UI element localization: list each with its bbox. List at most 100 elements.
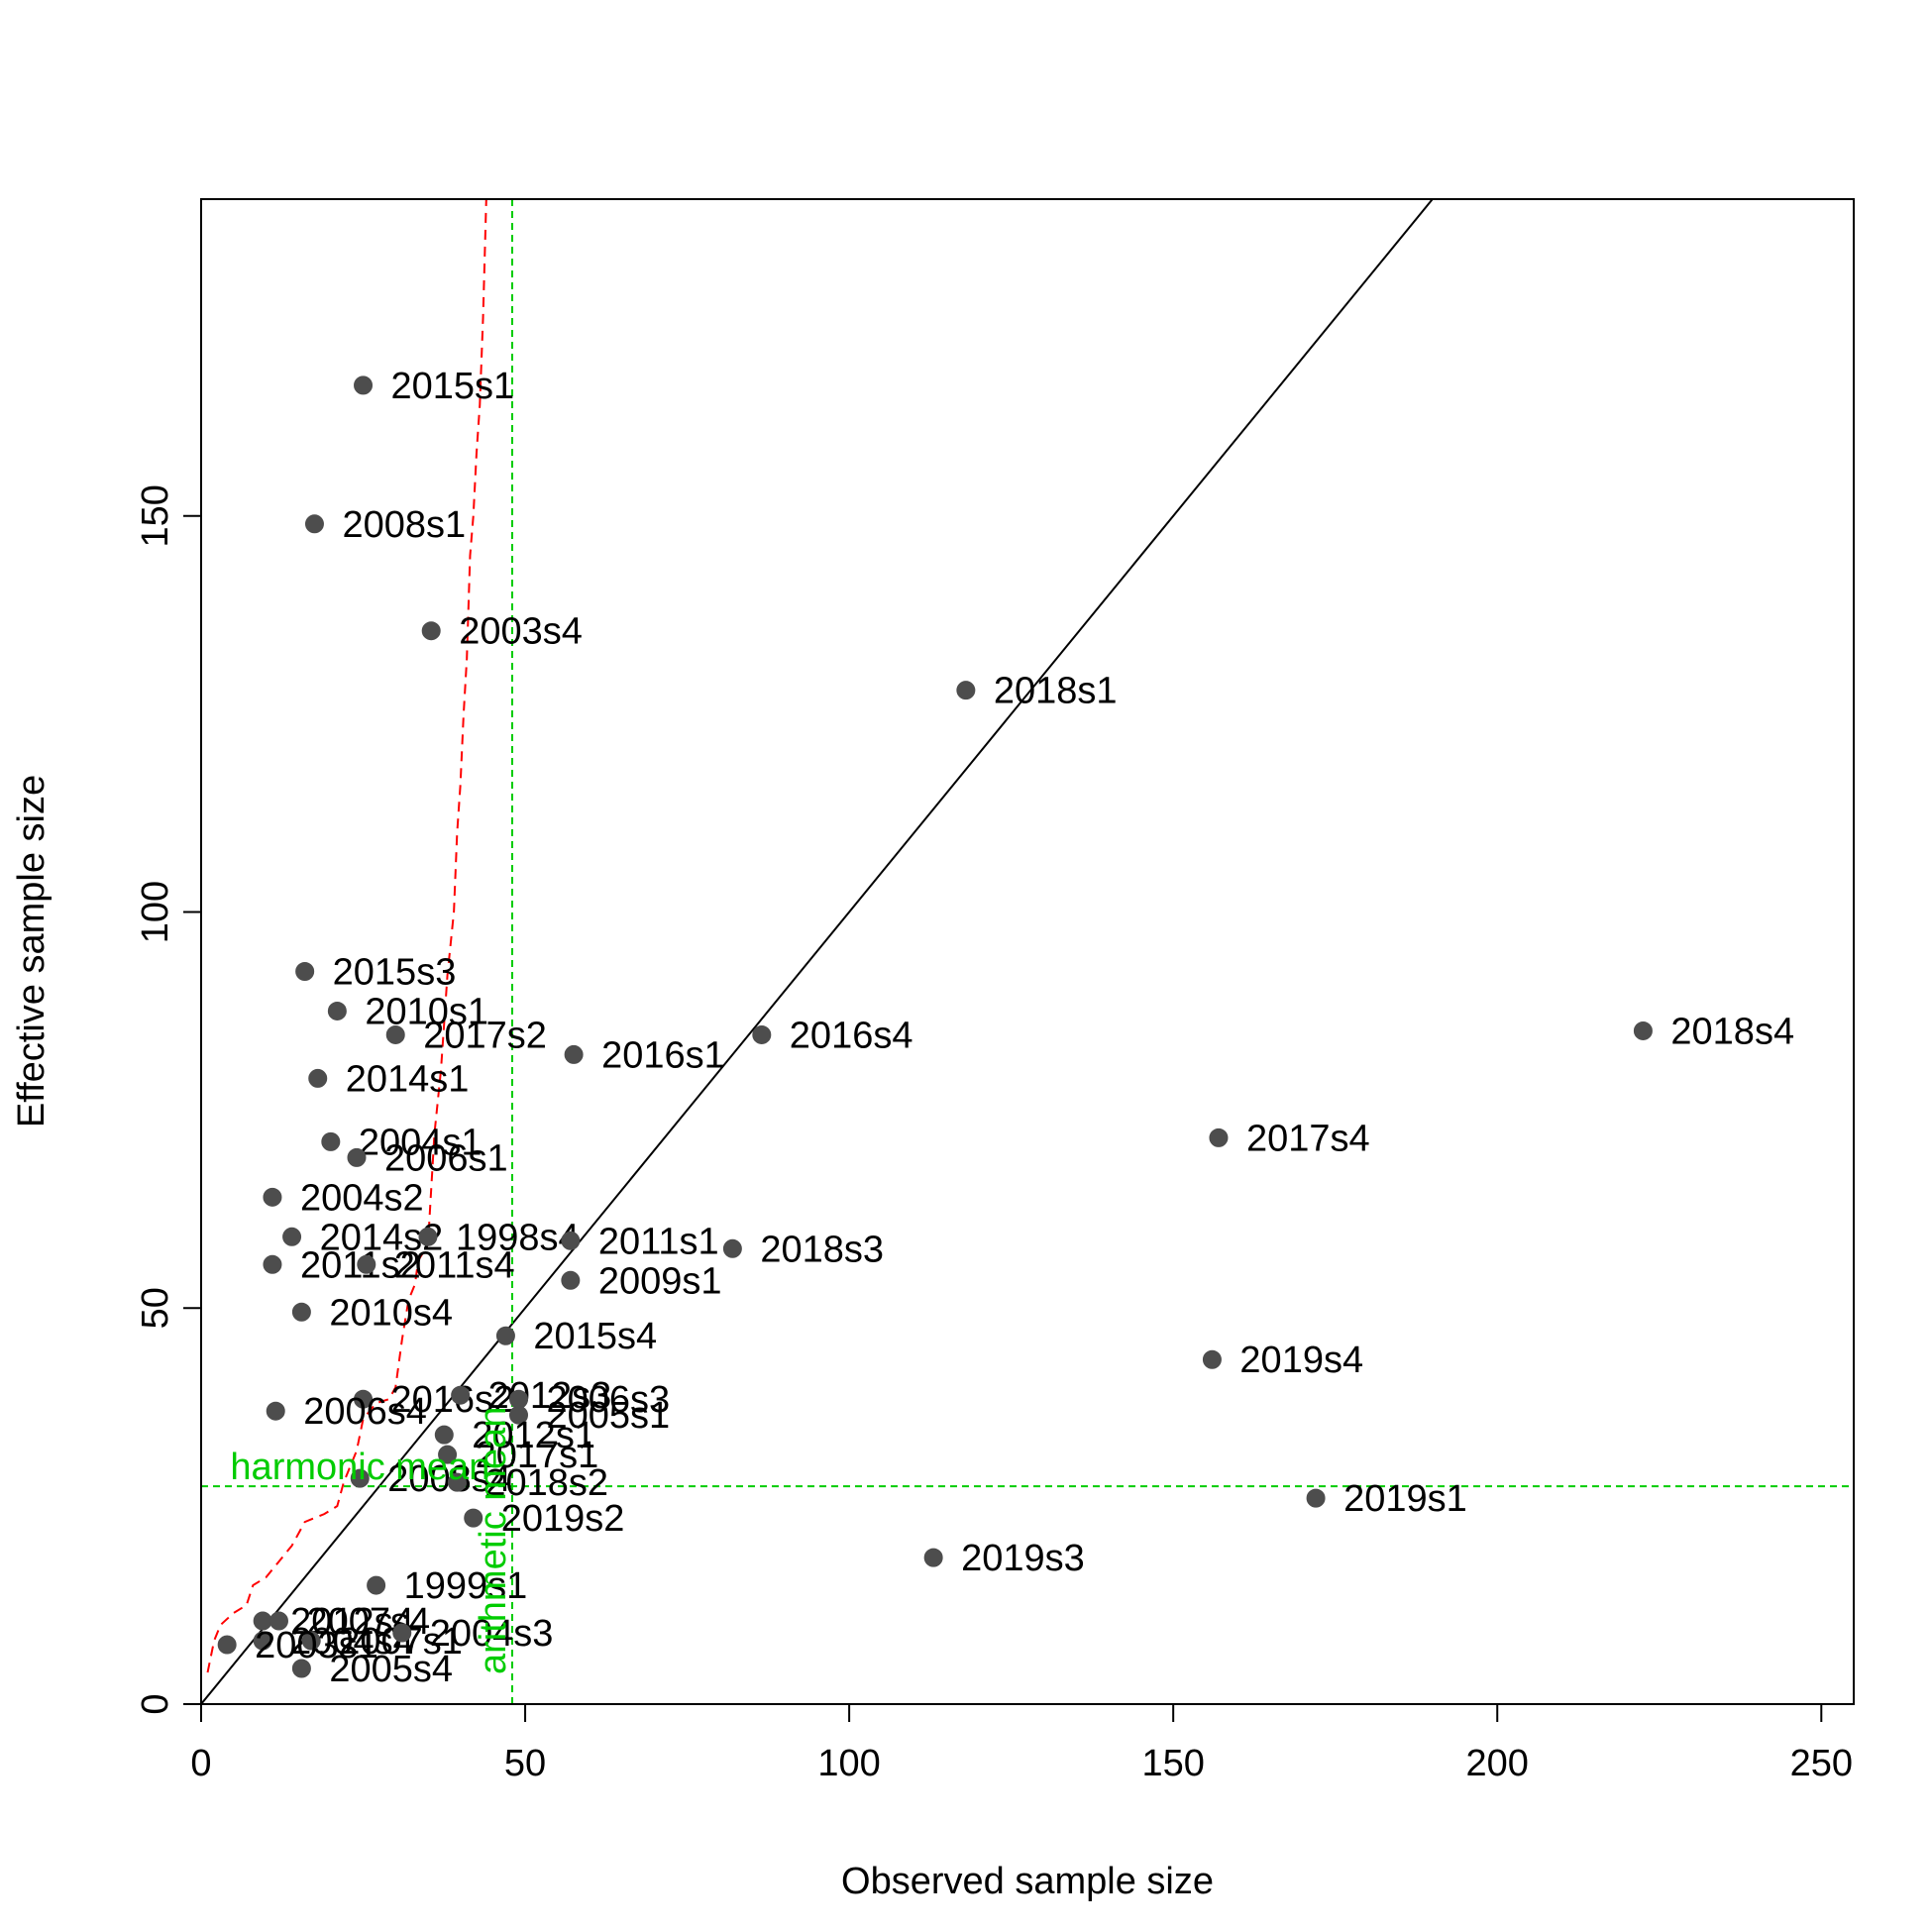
data-point-label: 2004s3 xyxy=(430,1613,554,1655)
data-point-label: 2011s1 xyxy=(598,1221,719,1262)
data-point-label: 2006s4 xyxy=(303,1391,427,1433)
y-tick-label: 100 xyxy=(135,881,176,943)
data-point-label: 2018s2 xyxy=(484,1462,608,1504)
x-tick-label: 200 xyxy=(1466,1743,1529,1784)
data-point xyxy=(421,621,441,641)
data-point xyxy=(282,1227,302,1246)
data-point xyxy=(367,1575,386,1595)
data-point xyxy=(266,1401,285,1421)
data-point xyxy=(495,1326,515,1345)
identity-line xyxy=(201,199,1434,1704)
data-point xyxy=(263,1187,282,1207)
data-point xyxy=(509,1405,529,1425)
data-point xyxy=(956,681,976,700)
data-point xyxy=(752,1024,772,1044)
data-point xyxy=(434,1425,454,1445)
data-point-label: 2011s4 xyxy=(394,1244,515,1286)
data-point xyxy=(464,1508,483,1528)
data-point xyxy=(253,1631,272,1651)
data-point-label: 2005s1 xyxy=(547,1395,671,1437)
data-point-label: 2003s1 xyxy=(255,1625,378,1666)
data-point-label: 2018s3 xyxy=(760,1229,884,1270)
data-point-label: 2009s1 xyxy=(598,1260,722,1302)
data-point-label: 2019s1 xyxy=(1343,1478,1467,1520)
x-tick-label: 50 xyxy=(504,1743,546,1784)
data-point xyxy=(350,1468,370,1488)
data-point-label: 2015s1 xyxy=(391,366,515,407)
data-point-label: 2005s4 xyxy=(329,1649,453,1690)
data-point xyxy=(438,1445,458,1464)
data-point-label: 2008s1 xyxy=(342,504,466,546)
data-point xyxy=(447,1472,467,1492)
data-point xyxy=(304,514,324,534)
plot-area: 2015s12008s12003s42018s12015s32010s12017… xyxy=(201,199,1854,1704)
data-point xyxy=(1209,1127,1229,1147)
x-tick-label: 250 xyxy=(1790,1743,1853,1784)
data-point xyxy=(291,1302,311,1322)
data-point-label: 2012s3 xyxy=(488,1375,612,1417)
x-axis-label: Observed sample size xyxy=(841,1861,1214,1902)
data-point xyxy=(321,1131,341,1151)
data-point-label: 2006s1 xyxy=(384,1137,508,1179)
arithmetic-mean-label: arithmetic mean xyxy=(473,1407,514,1674)
data-point xyxy=(1306,1488,1326,1508)
x-tick-label: 150 xyxy=(1141,1743,1204,1784)
data-point xyxy=(354,1389,374,1409)
y-axis-label: Effective sample size xyxy=(11,775,53,1127)
y-axis: 0 50 100 150 xyxy=(135,484,202,1715)
data-point xyxy=(268,1611,288,1631)
data-point-label: 2017s2 xyxy=(423,1015,547,1056)
data-point xyxy=(561,1270,581,1290)
data-point xyxy=(263,1254,282,1274)
data-point xyxy=(509,1389,529,1409)
data-point-label: 2015s3 xyxy=(333,951,457,993)
data-point-label: 2015s4 xyxy=(533,1316,657,1357)
data-point-label: 2010s1 xyxy=(365,991,488,1032)
harmonic-mean-label: harmonic mean xyxy=(230,1447,489,1488)
data-point-label: 2016s4 xyxy=(790,1015,913,1056)
data-point xyxy=(295,961,315,981)
y-tick-label: 150 xyxy=(135,484,176,547)
data-point-label: 1999s1 xyxy=(404,1565,528,1607)
data-point-label: 2014s1 xyxy=(346,1058,470,1100)
data-point xyxy=(561,1231,581,1250)
y-tick-label: 0 xyxy=(135,1693,176,1714)
data-point xyxy=(1633,1020,1653,1040)
data-point-label: 2004s1 xyxy=(359,1122,483,1163)
data-point xyxy=(564,1044,584,1064)
data-point xyxy=(418,1227,438,1246)
data-point xyxy=(1202,1349,1222,1369)
data-point xyxy=(327,1001,347,1020)
data-point-label: 2006s3 xyxy=(547,1379,671,1421)
data-point xyxy=(357,1254,376,1274)
data-point-label: 2010s4 xyxy=(329,1292,453,1334)
plot-content: 2015s12008s12003s42018s12015s32010s12017… xyxy=(201,199,1854,1704)
trend-line xyxy=(206,199,487,1673)
data-point xyxy=(923,1548,943,1567)
data-point xyxy=(354,376,374,395)
x-tick-label: 100 xyxy=(817,1743,880,1784)
data-point xyxy=(722,1238,742,1258)
data-point-label: 2019s2 xyxy=(501,1498,625,1540)
data-point-label: 2018s4 xyxy=(1670,1011,1794,1052)
data-point-label: 2004s2 xyxy=(300,1177,424,1219)
data-point xyxy=(451,1385,471,1405)
data-point xyxy=(392,1623,412,1643)
data-point-label: 2017s1 xyxy=(476,1435,599,1476)
x-axis: 0 50 100 150 200 250 xyxy=(190,1703,1853,1784)
data-point-label: 1998s4 xyxy=(456,1217,580,1258)
data-point-label: 2019s4 xyxy=(1239,1340,1363,1381)
data-point-label: 2016s1 xyxy=(601,1034,725,1076)
data-point-label: 2019s3 xyxy=(961,1538,1085,1579)
data-point-label: 2003s4 xyxy=(459,611,583,653)
data-point xyxy=(217,1635,237,1655)
data-point-label: 2017s4 xyxy=(1246,1118,1370,1159)
data-point-label: 2012s1 xyxy=(472,1415,595,1456)
y-tick-label: 50 xyxy=(135,1287,176,1329)
data-point xyxy=(301,1631,321,1651)
data-point xyxy=(308,1068,328,1088)
data-point-label: 2018s1 xyxy=(994,671,1118,712)
data-point xyxy=(385,1024,405,1044)
data-point xyxy=(291,1659,311,1678)
